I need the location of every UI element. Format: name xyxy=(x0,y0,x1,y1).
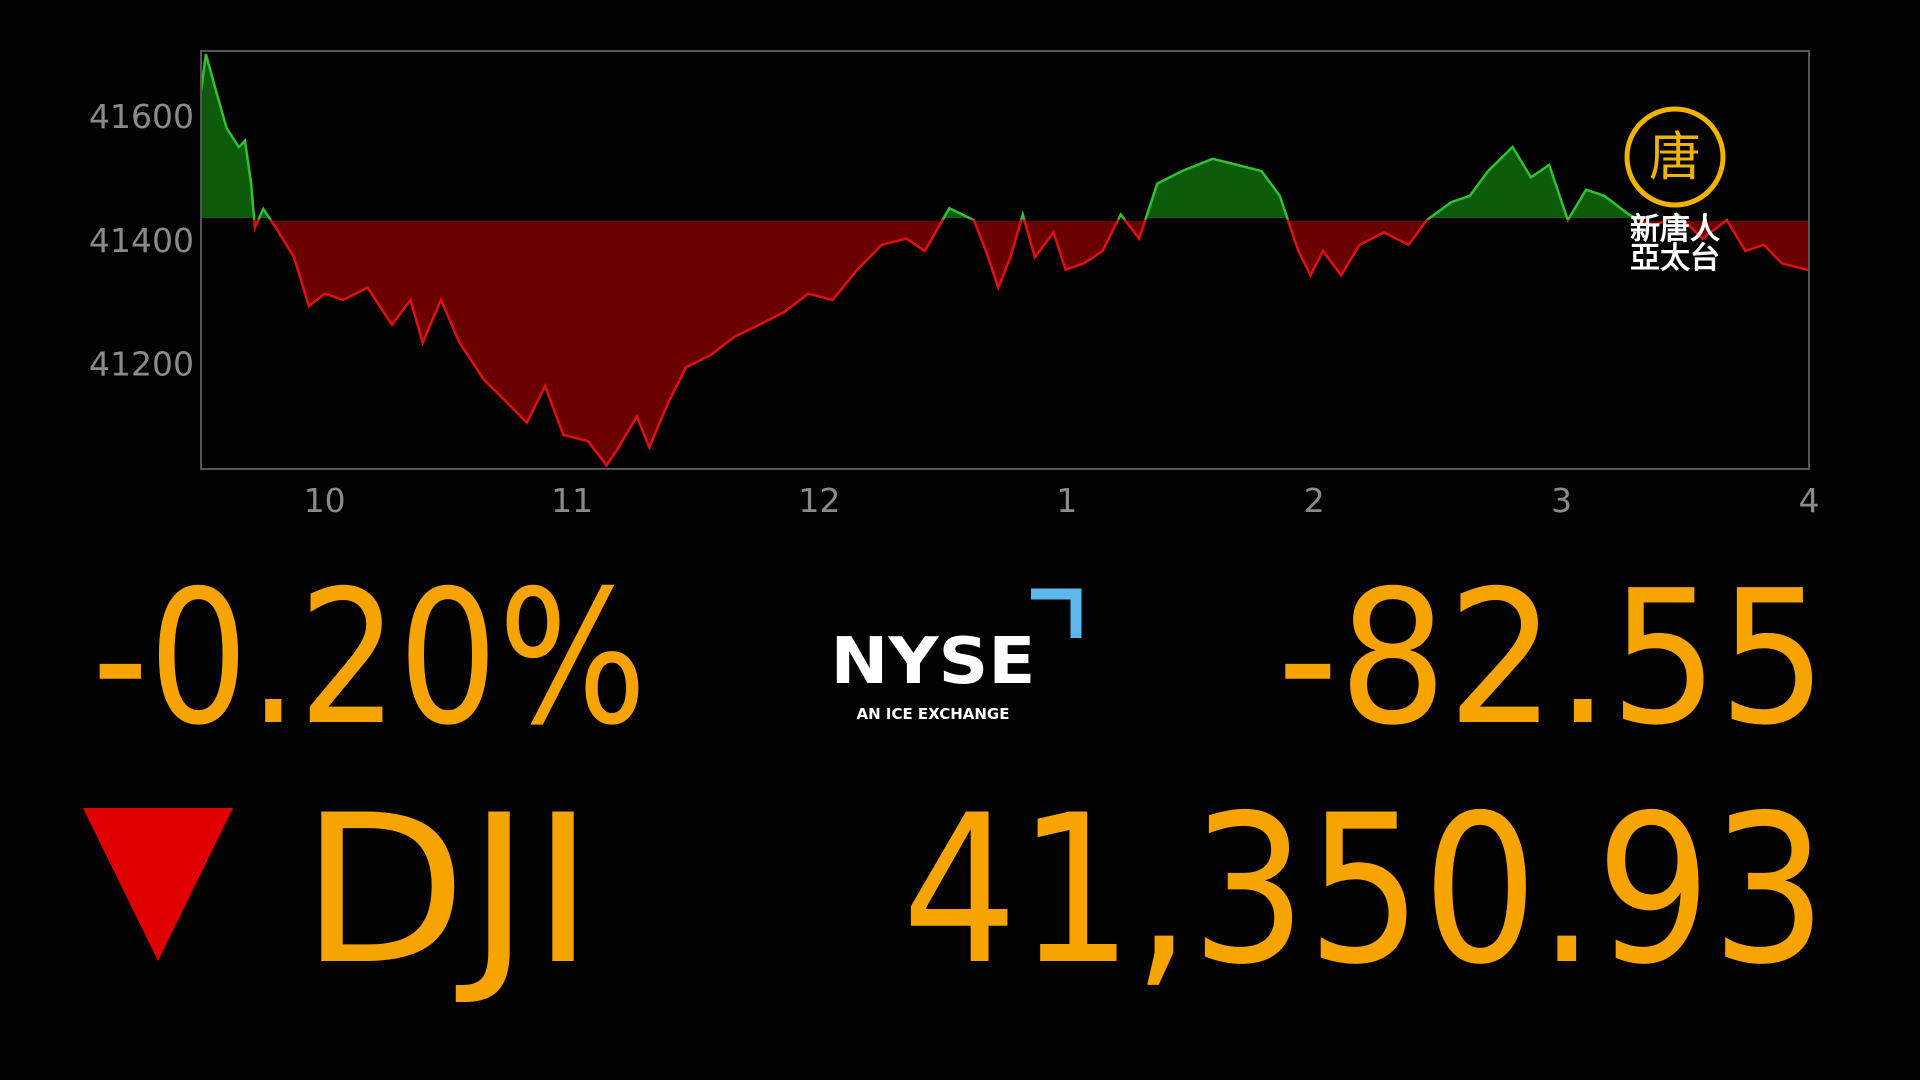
x-tick-label: 4 xyxy=(1799,481,1820,520)
point-change: -82.55 xyxy=(1277,550,1827,766)
area-up xyxy=(201,54,1683,220)
line-up xyxy=(199,53,1728,220)
price: 41,350.93 xyxy=(902,772,1827,1010)
down-arrow xyxy=(83,808,233,961)
percent-change: -0.20% xyxy=(92,550,647,766)
x-tick-label: 12 xyxy=(798,481,840,520)
symbol: DJI xyxy=(300,772,595,1010)
exchange-logo-mark xyxy=(1031,588,1082,638)
y-tick-label: 41600 xyxy=(89,97,194,136)
exchange-tagline: AN ICE EXCHANGE xyxy=(856,705,1009,723)
x-tick-label: 1 xyxy=(1056,481,1077,520)
area-down xyxy=(201,219,1809,466)
x-tick-label: 11 xyxy=(551,481,593,520)
watermark-emblem-text: 唐 xyxy=(1649,128,1701,188)
watermark-line2: 亞太台 xyxy=(1630,241,1720,276)
y-tick-label: 41400 xyxy=(89,221,194,260)
exchange-name: NYSE xyxy=(831,625,1036,699)
plot xyxy=(199,53,1810,468)
x-tick-label: 10 xyxy=(304,481,346,520)
plot-frame xyxy=(200,50,1810,470)
line-down xyxy=(252,219,1810,468)
watermark-line1: 新唐人 xyxy=(1630,212,1720,247)
x-tick-label: 3 xyxy=(1551,481,1572,520)
y-tick-label: 41200 xyxy=(89,345,194,384)
x-tick-label: 2 xyxy=(1304,481,1325,520)
watermark-emblem xyxy=(1624,106,1726,208)
